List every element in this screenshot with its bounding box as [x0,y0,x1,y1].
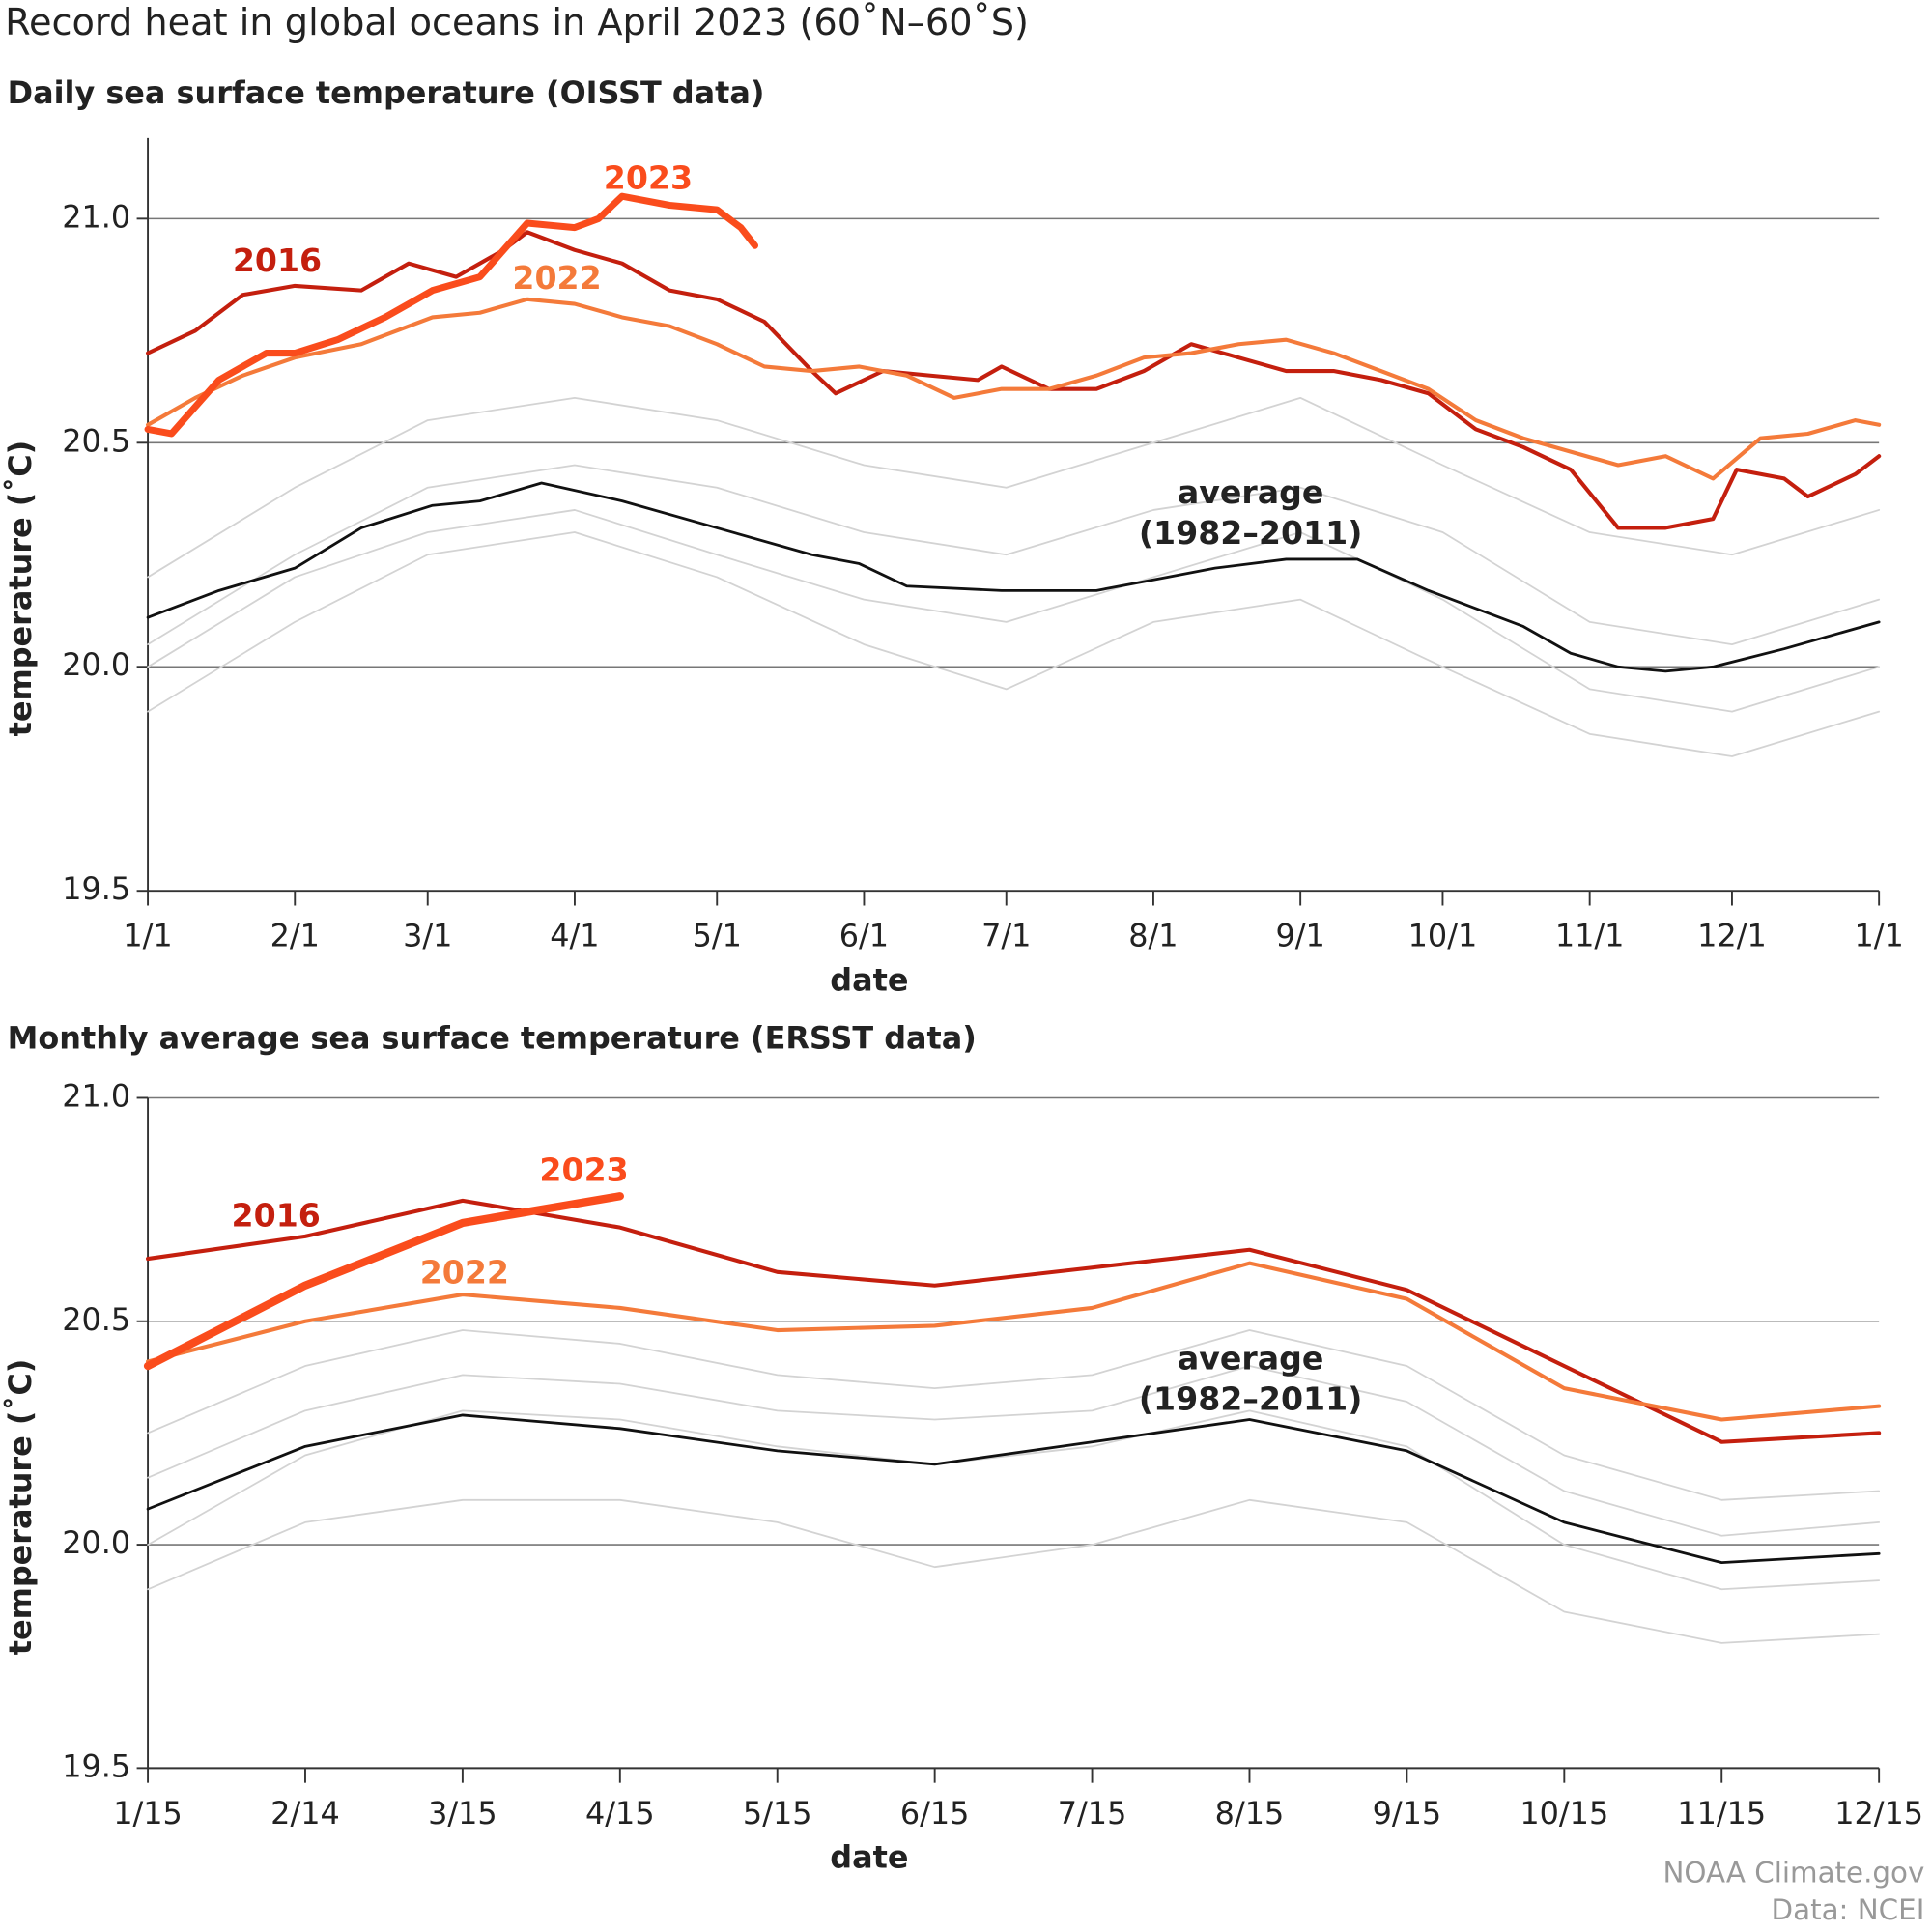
background-line [147,1329,1881,1501]
x-tick-label: 5/1 [693,918,742,954]
background-line [147,509,1881,713]
y-tick-label: 19.5 [62,870,130,907]
x-tick-label: 1/1 [123,918,172,954]
series-label: 2023 [539,1151,628,1189]
series-label: 2023 [604,159,693,197]
x-axis-label: date [830,962,908,999]
x-axis-label: date [830,1839,908,1876]
background-line [147,464,1881,645]
x-tick-label: 3/1 [403,918,452,954]
credit: Data: NCEI [1772,1893,1925,1926]
x-tick-label: 11/1 [1555,918,1625,954]
y-tick-label: 21.0 [62,1077,130,1114]
x-tick-label: 7/15 [1058,1795,1127,1832]
annotation: (1982–2011) [1139,514,1362,552]
page-title: Record heat in global oceans in April 20… [5,1,1029,44]
background-line [146,1413,1881,1565]
x-tick-label: 3/15 [428,1795,497,1832]
x-tick-label: 7/1 [981,918,1031,954]
x-tick-label: 9/15 [1373,1795,1442,1832]
x-tick-label: 2/14 [270,1795,340,1832]
background-line [147,531,1881,757]
x-tick-label: 1/15 [113,1795,183,1832]
credit: NOAA Climate.gov [1662,1857,1924,1889]
x-tick-label: 6/1 [839,918,889,954]
y-axis-label: temperature (˚C) [2,440,39,737]
series-line [146,1261,1882,1422]
y-tick-label: 20.0 [62,646,130,683]
y-tick-label: 20.0 [62,1524,130,1561]
background-line [146,481,1881,673]
y-axis-label: temperature (˚C) [2,1359,39,1656]
x-tick-label: 8/1 [1128,918,1178,954]
chart-subtitle: Daily sea surface temperature (OISST dat… [8,74,765,111]
series-label: 2022 [512,259,601,297]
x-tick-label: 11/15 [1677,1795,1766,1832]
y-tick-label: 21.0 [62,198,130,235]
x-tick-label: 12/1 [1697,918,1767,954]
series-line [144,192,759,438]
x-tick-label: 12/15 [1834,1795,1923,1832]
y-tick-label: 20.5 [62,1301,130,1338]
background-line [147,1498,1881,1644]
series-line [146,297,1882,481]
x-tick-label: 5/15 [743,1795,812,1832]
x-tick-label: 1/1 [1854,918,1903,954]
x-tick-label: 4/15 [585,1795,655,1832]
series-line [143,1192,624,1371]
series-line [146,230,1882,530]
x-tick-label: 9/1 [1275,918,1324,954]
series-label: 2016 [233,242,322,279]
series-label: 2016 [232,1197,321,1235]
background-line [147,1409,1881,1591]
y-tick-label: 20.5 [62,422,130,459]
x-tick-label: 10/15 [1520,1795,1608,1832]
x-tick-label: 10/1 [1408,918,1478,954]
x-tick-label: 6/15 [900,1795,970,1832]
annotation: average [1178,473,1323,511]
background-line [147,1365,1881,1537]
background-line [147,396,1881,579]
series-label: 2022 [420,1253,509,1291]
chart-subtitle: Monthly average sea surface temperature … [8,1020,977,1057]
annotation: average [1178,1340,1323,1378]
x-tick-label: 4/1 [550,918,599,954]
series-line [146,1198,1882,1444]
y-tick-label: 19.5 [62,1747,130,1784]
annotation: (1982–2011) [1139,1380,1362,1418]
x-tick-label: 2/1 [270,918,320,954]
x-tick-label: 8/15 [1215,1795,1285,1832]
